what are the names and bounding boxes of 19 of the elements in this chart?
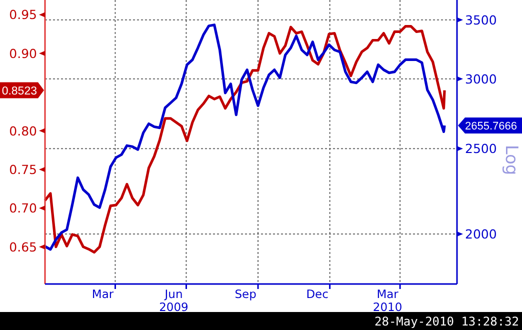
y-tick-label: 0.75: [9, 162, 37, 177]
y2-tick-label: 2500: [465, 141, 497, 156]
y2-tick-label: 2655.7666: [465, 120, 517, 133]
y-tick-label: 0.95: [9, 7, 37, 22]
y2-axis-title: Log: [501, 144, 521, 176]
x-tick-label: Mar 2010: [372, 287, 402, 314]
x-tick-label: Sep: [234, 287, 256, 301]
y-tick-label: 0.70: [9, 200, 38, 216]
text: 28-May-2010 13:28:32: [374, 314, 519, 328]
y-tick-label: 0.65: [9, 239, 37, 254]
y-tick-label: 0.80: [9, 123, 38, 138]
y2-tick-label: 3500: [465, 12, 497, 28]
y-tick-label: 0.8523: [2, 85, 37, 98]
x-tick-label: Jun 2009: [159, 287, 188, 314]
x-tick-label: Dec: [306, 287, 328, 301]
x-tick-label: Mar: [92, 287, 114, 301]
y-tick-label: 0.90: [9, 46, 38, 61]
y2-tick-label: 3000: [465, 71, 497, 86]
y2-tick-label: 2000: [465, 226, 497, 242]
